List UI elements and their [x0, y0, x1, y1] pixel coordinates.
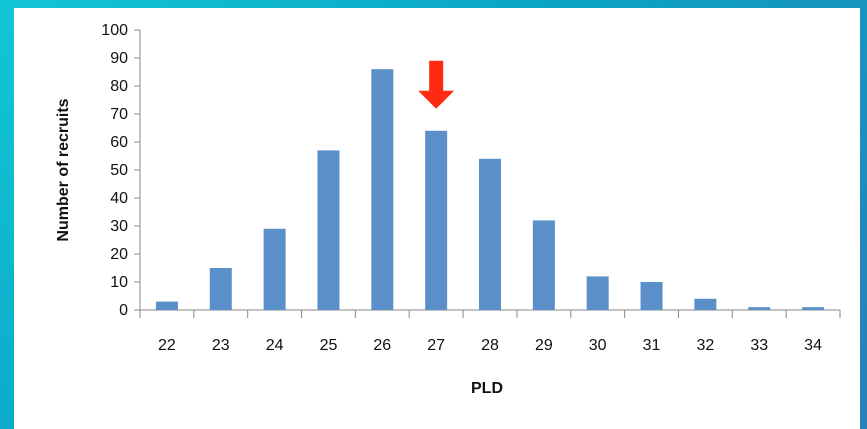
y-tick-label: 30: [110, 218, 128, 235]
bar-31: [640, 282, 663, 310]
bar-23: [209, 268, 232, 310]
x-tick-label: 30: [589, 337, 607, 354]
x-tick-label: 22: [158, 337, 176, 354]
down-arrow-icon: [418, 60, 455, 109]
annotations: [418, 60, 455, 109]
y-tick-label: 0: [119, 302, 128, 319]
y-tick-label: 100: [101, 22, 128, 39]
y-axis: 0 10 20 30 40 50 60 70 80 90 100: [101, 22, 141, 319]
bars: [155, 69, 825, 310]
x-tick-label: 32: [696, 337, 714, 354]
bar-34: [802, 307, 825, 310]
y-tick-label: 80: [110, 78, 128, 95]
y-tick-label: 90: [110, 50, 128, 67]
x-tick-label: 31: [643, 337, 661, 354]
bar-26: [371, 69, 394, 310]
x-axis: 22 23 24 25 26 27 28 29 30 31 32 33 34: [139, 309, 841, 354]
bar-30: [586, 276, 609, 310]
x-tick-label: 28: [481, 337, 499, 354]
x-tick-label: 23: [212, 337, 230, 354]
x-tick-label: 25: [320, 337, 338, 354]
x-tick-label: 34: [804, 337, 822, 354]
bar-33: [748, 307, 771, 310]
y-axis-title: Number of recruits: [55, 98, 72, 241]
y-tick-label: 60: [110, 134, 128, 151]
x-tick-label: 29: [535, 337, 553, 354]
y-tick-label: 40: [110, 190, 128, 207]
x-tick-label: 26: [373, 337, 391, 354]
bar-27: [425, 130, 448, 310]
y-tick-label: 20: [110, 246, 128, 263]
y-tick-label: 10: [110, 274, 128, 291]
y-tick-label: 70: [110, 106, 128, 123]
x-tick-label: 33: [750, 337, 768, 354]
bar-28: [479, 158, 501, 310]
bar-32: [694, 298, 717, 310]
x-axis-title: PLD: [471, 380, 503, 397]
bar-22: [155, 301, 178, 310]
bar-29: [532, 220, 555, 310]
x-tick-label: 27: [427, 337, 445, 354]
bar-24: [263, 228, 286, 310]
bar-25: [317, 150, 340, 310]
y-tick-label: 50: [110, 162, 128, 179]
x-tick-label: 24: [266, 337, 284, 354]
